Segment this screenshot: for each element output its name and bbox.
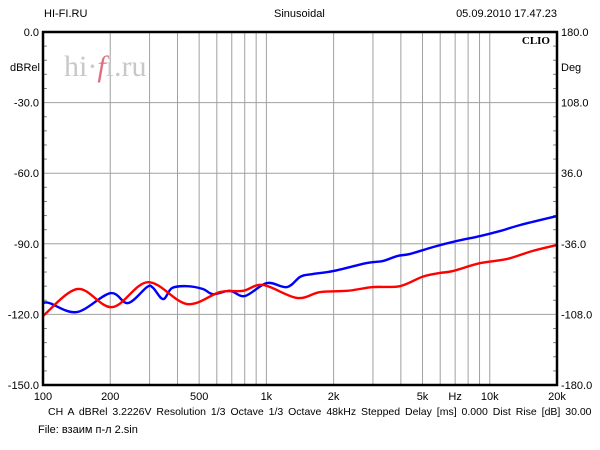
series-line-blue xyxy=(42,214,558,314)
y-tick-label: -60.0 xyxy=(14,168,39,180)
axis-y2label: Deg xyxy=(561,62,582,74)
header-date: 05.09.2010 17.47.23 xyxy=(456,8,557,20)
y2-tick-label: -108.0 xyxy=(561,309,592,321)
y2-tick-label: 180.0 xyxy=(561,27,589,39)
x-tick-label: 10k xyxy=(481,391,499,403)
series-line-red xyxy=(42,243,558,317)
y-tick-label: -90.0 xyxy=(14,239,39,251)
x-tick-label: 5k xyxy=(417,391,429,403)
watermark-logo: hi·fi.ru xyxy=(64,50,147,83)
clio-logo: CLIO xyxy=(521,35,550,47)
y2-tick-label: -36.0 xyxy=(561,239,586,251)
footer-file: File: взаим п-л 2.sin xyxy=(38,424,138,436)
x-tick-label: 2k xyxy=(328,391,340,403)
x-tick-label: 20k xyxy=(548,391,566,403)
y2-tick-label: 108.0 xyxy=(561,98,589,110)
y2-tick-label: -180.0 xyxy=(561,380,592,392)
x-tick-label: 100 xyxy=(34,391,52,403)
footer-info: CH A dBRel 3.2226V Resolution 1/3 Octave… xyxy=(48,406,592,418)
x-axis-unit: Hz xyxy=(448,391,461,403)
axis-ylabel: dBRel xyxy=(10,62,40,74)
y-tick-label: -30.0 xyxy=(14,98,39,110)
header-mode: Sinusoidal xyxy=(274,8,325,20)
plot-frame xyxy=(41,30,559,387)
x-tick-label: 200 xyxy=(101,391,119,403)
y-tick-label: -120.0 xyxy=(8,309,39,321)
x-tick-label: 1k xyxy=(261,391,273,403)
x-tick-label: 500 xyxy=(190,391,208,403)
y-tick-label: 0.0 xyxy=(24,27,39,39)
y2-tick-label: 36.0 xyxy=(561,168,582,180)
y-tick-label: -150.0 xyxy=(8,380,39,392)
header-site: HI-FI.RU xyxy=(44,8,88,20)
